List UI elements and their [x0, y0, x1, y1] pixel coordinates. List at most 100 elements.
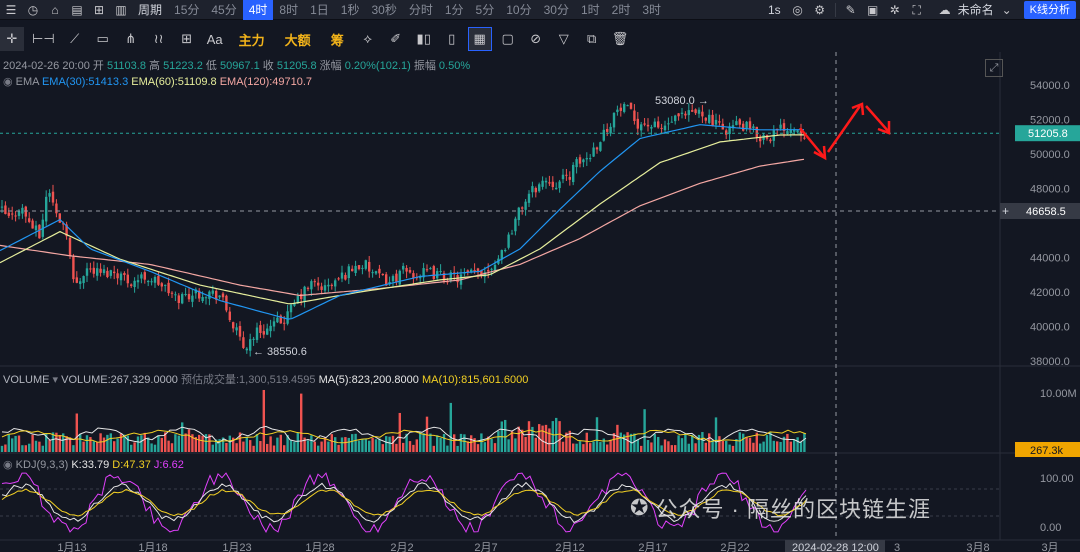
text-tool[interactable]: Aa: [206, 31, 223, 47]
trend-line-icon[interactable]: ⟋: [70, 31, 80, 46]
candle-body: [653, 121, 656, 128]
kline-analysis-button[interactable]: K线分析: [1023, 1, 1076, 19]
copy-icon[interactable]: ⧉: [587, 31, 597, 46]
candle-body: [419, 275, 422, 279]
eye-icon[interactable]: ◉: [3, 76, 13, 88]
candle-body: [629, 102, 633, 109]
edit-icon[interactable]: ✎: [845, 3, 856, 17]
candle-icon[interactable]: ▮▯: [416, 31, 431, 46]
candle-body: [490, 268, 493, 270]
kdj-j: J:6.62: [153, 459, 184, 471]
ema-legend: ◉ EMA EMA(30):51413.3 EMA(60):51109.8 EM…: [3, 75, 312, 88]
candle-body: [147, 280, 150, 283]
timeframe-6[interactable]: 30秒: [371, 2, 397, 17]
measure-icon[interactable]: ⊞: [181, 31, 193, 46]
fork-icon[interactable]: ⋔: [125, 31, 137, 46]
candle-body: [657, 121, 660, 128]
timeframe-3[interactable]: 8时: [279, 2, 299, 17]
volume-bar: [184, 433, 187, 452]
chevron-down-icon[interactable]: ▾: [52, 374, 59, 386]
horizontal-line-icon[interactable]: ⊢⊣: [32, 31, 55, 46]
candle-body: [211, 290, 214, 294]
lock-icon[interactable]: ▯: [448, 31, 456, 46]
volume-bar: [779, 441, 782, 452]
settings-icon[interactable]: ⚙: [814, 3, 826, 17]
candle-body: [75, 277, 78, 283]
chips-button[interactable]: 筹: [330, 32, 344, 48]
timeframe-14[interactable]: 3时: [642, 2, 662, 17]
large-order-button[interactable]: 大额: [284, 32, 311, 48]
chevron-down-icon[interactable]: ⌄: [1001, 3, 1012, 17]
timeframe-0[interactable]: 15分: [174, 2, 200, 17]
candle-body: [198, 290, 201, 299]
ruler-icon[interactable]: ⟡: [363, 31, 372, 46]
candle-body: [245, 348, 248, 351]
kdj-name[interactable]: KDJ(9,3,3): [15, 459, 69, 471]
volume-bar: [62, 433, 65, 452]
volume-bar: [623, 434, 626, 452]
volume-bar: [514, 438, 517, 452]
gear-icon[interactable]: ✲: [889, 3, 900, 17]
ema-name[interactable]: EMA: [15, 76, 39, 88]
timeframe-1[interactable]: 45分: [211, 2, 237, 17]
interval-selector[interactable]: 1s: [767, 3, 781, 17]
layout-icon[interactable]: ▥: [115, 2, 127, 17]
timeframe-13[interactable]: 2时: [611, 2, 631, 17]
candle-body: [11, 213, 14, 215]
volume-bar: [0, 445, 4, 452]
timeframe-10[interactable]: 10分: [506, 2, 532, 17]
volume-bar: [65, 436, 68, 452]
filter-icon[interactable]: ▽: [558, 31, 569, 46]
magnet-icon[interactable]: ▦: [467, 27, 492, 51]
zoom-icon[interactable]: ⤢: [985, 59, 1003, 77]
timeframe-menu[interactable]: 周期: [138, 2, 163, 17]
cloud-icon[interactable]: ☁: [938, 3, 951, 17]
crosshair-icon[interactable]: ✛: [0, 27, 24, 51]
link-icon[interactable]: ⊘: [530, 31, 542, 46]
volume-bar: [123, 434, 126, 452]
candle-body: [793, 129, 796, 132]
volume-bar: [697, 434, 701, 452]
low-label: 低: [205, 60, 217, 72]
candle-body: [405, 267, 408, 272]
grid-icon[interactable]: ⊞: [93, 2, 105, 17]
brush-icon[interactable]: ✐: [390, 31, 402, 46]
candle-body: [289, 304, 293, 313]
calendar-icon[interactable]: ▤: [71, 2, 83, 17]
eye-icon[interactable]: ◉: [3, 459, 13, 471]
main-force-button[interactable]: 主力: [238, 32, 265, 48]
expand-icon[interactable]: ▣: [866, 3, 879, 17]
volume-bar: [79, 434, 82, 452]
volume-bar: [718, 436, 721, 452]
volume-bar: [585, 432, 588, 452]
timeframe-11[interactable]: 30分: [543, 2, 569, 17]
rectangle-icon[interactable]: ▭: [96, 31, 109, 46]
candle-body: [364, 260, 367, 269]
wave-icon[interactable]: ≀≀: [153, 31, 164, 46]
volume-bar: [228, 435, 231, 452]
home-icon[interactable]: ⌂: [51, 2, 59, 17]
timeframe-5[interactable]: 1秒: [340, 2, 360, 17]
volume-name[interactable]: VOLUME: [3, 374, 50, 386]
camera-icon[interactable]: ◎: [792, 3, 803, 17]
fullscreen-icon[interactable]: ⛶: [912, 2, 921, 17]
volume-bar: [667, 441, 670, 452]
candle-body: [14, 215, 17, 217]
volume-bar: [28, 443, 31, 452]
candle-body: [742, 123, 745, 131]
candle-body: [167, 282, 170, 294]
volume-bar: [589, 443, 592, 452]
layout-name[interactable]: 未命名: [957, 3, 994, 17]
menu-icon[interactable]: ☰: [5, 2, 17, 17]
timeframe-12[interactable]: 1时: [580, 2, 600, 17]
timeframe-7[interactable]: 分时: [408, 2, 433, 17]
timeframe-2[interactable]: 4时: [242, 0, 274, 20]
ema60-value: EMA(60):51109.8: [131, 76, 217, 88]
timeframe-9[interactable]: 5分: [475, 2, 495, 17]
clock-icon[interactable]: ◷: [27, 2, 39, 17]
note-icon[interactable]: ▢: [501, 31, 514, 46]
timeframe-4[interactable]: 1日: [310, 2, 329, 17]
trash-icon[interactable]: 🗑: [611, 31, 629, 46]
timeframe-8[interactable]: 1分: [444, 2, 464, 17]
